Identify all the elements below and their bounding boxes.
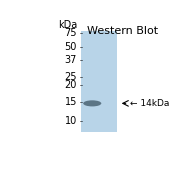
FancyBboxPatch shape [81, 31, 117, 132]
Text: Western Blot: Western Blot [87, 26, 159, 36]
Text: 37: 37 [65, 55, 77, 65]
Text: 20: 20 [65, 80, 77, 90]
Text: 25: 25 [64, 72, 77, 82]
Text: 15: 15 [65, 97, 77, 107]
Text: 10: 10 [65, 116, 77, 126]
Text: ← 14kDa: ← 14kDa [130, 99, 169, 108]
Text: 75: 75 [64, 28, 77, 38]
Ellipse shape [83, 100, 101, 106]
Text: kDa: kDa [58, 20, 77, 30]
Text: 50: 50 [65, 42, 77, 51]
